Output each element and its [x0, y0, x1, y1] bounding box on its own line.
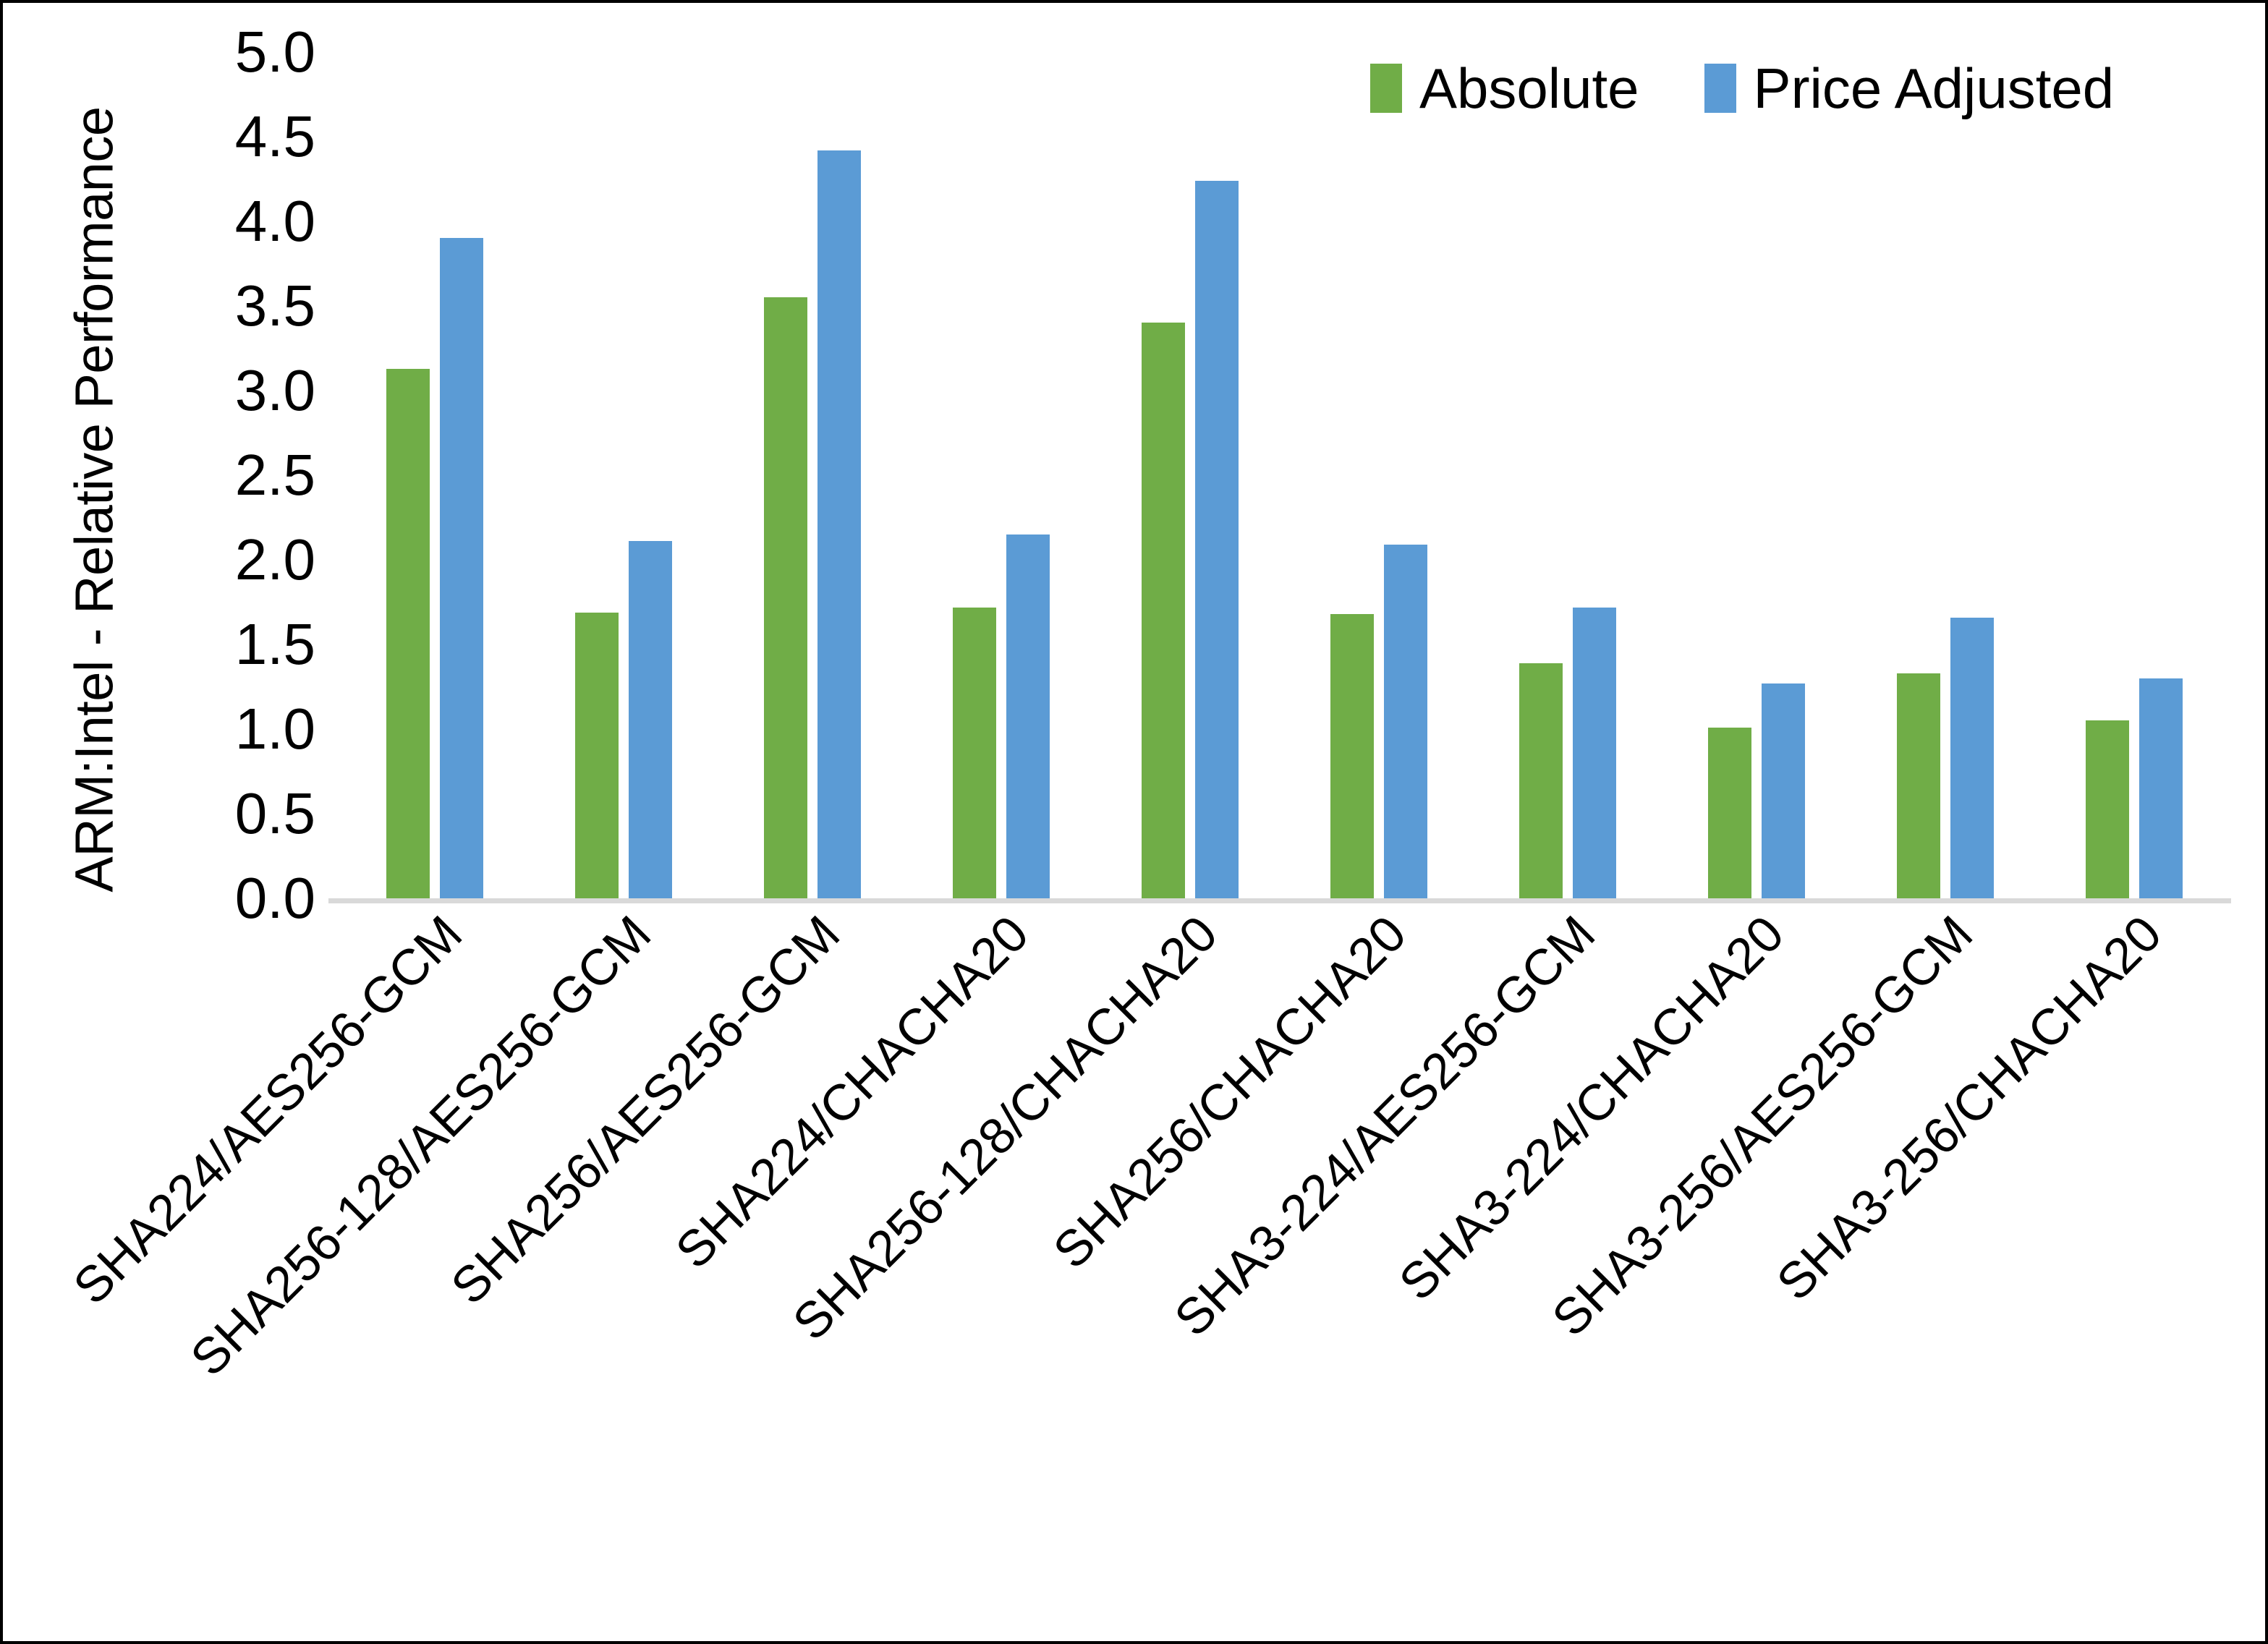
- plot-area: [340, 52, 2228, 898]
- bar[interactable]: [1141, 323, 1185, 898]
- bar[interactable]: [1950, 617, 1994, 898]
- bar-group: [574, 52, 672, 898]
- bar-group: [763, 52, 861, 898]
- y-tick-label: 4.0: [234, 189, 315, 253]
- bar[interactable]: [1761, 683, 1805, 898]
- bar[interactable]: [1572, 607, 1616, 898]
- legend-item[interactable]: Price Adjusted: [1704, 56, 2115, 120]
- bar-group: [2085, 52, 2183, 898]
- legend-swatch-icon: [1704, 64, 1736, 113]
- y-tick-label: 4.5: [234, 104, 315, 169]
- y-tick-label: 0.0: [234, 866, 315, 930]
- x-axis-tick-labels: SHA224/AES256-GCM SHA256-128/AES256-GCM SH…: [3, 905, 2265, 1630]
- bar[interactable]: [1383, 544, 1427, 898]
- bar[interactable]: [1006, 534, 1050, 898]
- bar[interactable]: [1707, 727, 1751, 898]
- chart-legend: Absolute Price Adjusted: [1370, 59, 2114, 117]
- bar-group: [952, 52, 1050, 898]
- bar[interactable]: [817, 150, 861, 898]
- bar[interactable]: [763, 297, 807, 898]
- bar[interactable]: [628, 541, 672, 898]
- bar[interactable]: [2085, 720, 2129, 898]
- y-tick-label: 2.5: [234, 443, 315, 507]
- y-axis-tick-labels: 5.0 4.5 4.0 3.5 3.0 2.5 2.0 1.5 1.0 0.5 0.0: [137, 3, 326, 936]
- y-tick-label: 1.5: [234, 612, 315, 676]
- x-tick-label: SHA256/AES256-GCM: [439, 905, 850, 1316]
- y-tick-label: 3.5: [234, 273, 315, 338]
- y-tick-label: 2.0: [234, 527, 315, 592]
- legend-label: Absolute: [1419, 56, 1639, 120]
- bar[interactable]: [574, 612, 619, 898]
- bar[interactable]: [952, 607, 996, 898]
- x-axis-line: [328, 898, 2231, 903]
- legend-swatch-icon: [1370, 64, 1402, 113]
- bar-group: [1707, 52, 1805, 898]
- bar[interactable]: [1519, 663, 1563, 898]
- y-axis-title: ARM:Intel - Relative Performance: [59, 29, 129, 969]
- bar[interactable]: [1330, 613, 1374, 898]
- bar-group: [386, 52, 483, 898]
- legend-item[interactable]: Absolute: [1370, 60, 1639, 116]
- bar[interactable]: [439, 238, 483, 898]
- bar[interactable]: [1896, 673, 1940, 898]
- bar-group: [1330, 52, 1427, 898]
- y-tick-label: 3.0: [234, 358, 315, 422]
- bar-group: [1141, 52, 1239, 898]
- bar[interactable]: [1194, 180, 1239, 898]
- legend-label: Price Adjusted: [1753, 56, 2115, 120]
- bar-group: [1896, 52, 1994, 898]
- bar[interactable]: [2139, 678, 2183, 898]
- bar-group: [1519, 52, 1616, 898]
- y-tick-label: 1.0: [234, 697, 315, 761]
- y-tick-label: 5.0: [234, 20, 315, 84]
- bar[interactable]: [386, 368, 430, 898]
- y-axis-title-text: ARM:Intel - Relative Performance: [64, 106, 124, 893]
- y-tick-label: 0.5: [234, 781, 315, 846]
